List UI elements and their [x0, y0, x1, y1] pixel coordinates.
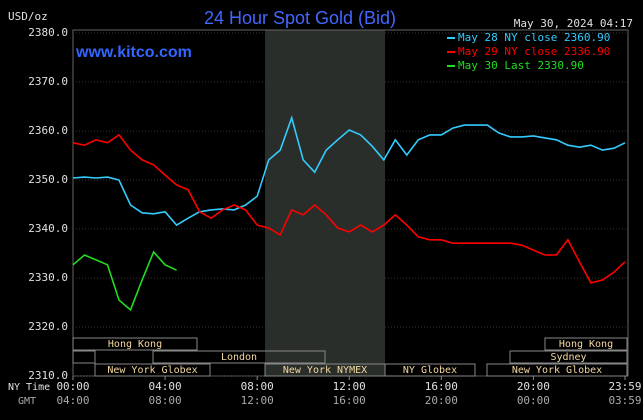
- chart-title: 24 Hour Spot Gold (Bid): [204, 8, 396, 28]
- y-tick-label: 2310.0: [28, 369, 68, 382]
- session-label: New York Globex: [107, 365, 197, 376]
- x2-tick-label: 08:00: [149, 394, 182, 407]
- y-tick-label: 2350.0: [28, 173, 68, 186]
- y-tick-label: 2340.0: [28, 222, 68, 235]
- x-tick-label: 20:00: [517, 380, 550, 393]
- legend-label: May 30 Last 2330.90: [458, 59, 584, 72]
- session-box: [509, 350, 628, 364]
- series-line: [72, 115, 626, 227]
- x2-tick-label: 16:00: [333, 394, 366, 407]
- session-box: [72, 350, 96, 364]
- x2-tick-label: 03:59: [608, 394, 641, 407]
- annotation: www.kitco.com: [75, 44, 192, 61]
- session-box: [486, 363, 628, 377]
- session-box: [544, 337, 628, 351]
- x-tick-label: 00:00: [56, 380, 89, 393]
- timestamp: May 30, 2024 04:17: [514, 17, 633, 30]
- legend-label: May 28 NY close 2360.90: [458, 31, 610, 44]
- legend-label: May 29 NY close 2336.90: [458, 45, 610, 58]
- x-tick-label: 16:00: [425, 380, 458, 393]
- session-box: [72, 337, 198, 351]
- session-label: New York NYMEX: [283, 365, 367, 376]
- y-tick-label: 2370.0: [28, 75, 68, 88]
- session-label: New York Globex: [512, 365, 602, 376]
- x2-tick-label: 20:00: [425, 394, 458, 407]
- session-label: Hong Kong: [108, 339, 162, 350]
- session-box: [152, 350, 326, 364]
- session-box: [384, 363, 476, 377]
- x2-tick-label: 00:00: [517, 394, 550, 407]
- session-label: Hong Kong: [559, 339, 613, 350]
- series-line: [72, 133, 626, 284]
- session-label: NY Globex: [403, 365, 457, 376]
- x-tick-label: 12:00: [333, 380, 366, 393]
- x-axis-label: NY Time: [8, 382, 50, 393]
- session-box: [94, 363, 211, 377]
- x-tick-label: 23:59: [608, 380, 641, 393]
- series-line: [72, 250, 177, 312]
- session-shade: [265, 30, 385, 376]
- x2-tick-label: 04:00: [56, 394, 89, 407]
- y-tick-label: 2380.0: [28, 26, 68, 39]
- session-label: London: [221, 352, 257, 363]
- y-axis-label: USD/oz: [8, 10, 48, 23]
- y-tick-label: 2330.0: [28, 271, 68, 284]
- y-tick-label: 2320.0: [28, 320, 68, 333]
- x-tick-label: 08:00: [241, 380, 274, 393]
- x-tick-label: 04:00: [149, 380, 182, 393]
- x2-axis-label: GMT: [18, 396, 36, 407]
- x2-tick-label: 12:00: [241, 394, 274, 407]
- y-tick-label: 2360.0: [28, 124, 68, 137]
- session-label: Sydney: [550, 352, 586, 363]
